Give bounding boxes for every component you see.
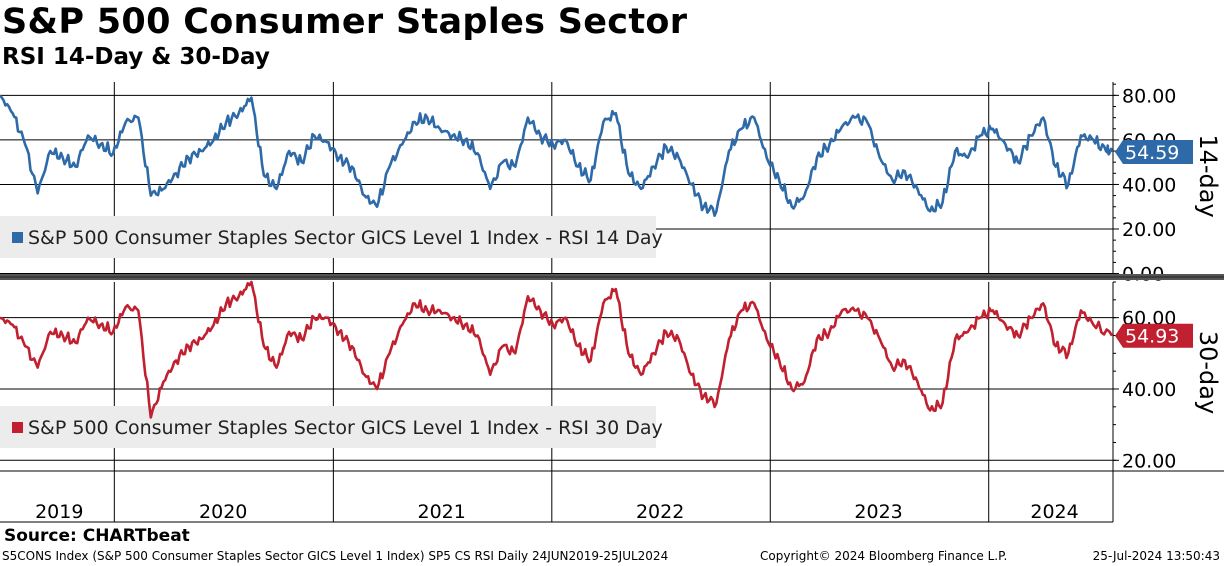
y-tick-label: 80.00 xyxy=(1122,85,1176,107)
legend: S&P 500 Consumer Staples Sector GICS Lev… xyxy=(0,406,663,448)
footer-index-info: S5CONS Index (S&P 500 Consumer Staples S… xyxy=(2,549,669,563)
x-year-label: 2021 xyxy=(418,501,466,523)
last-value-label: 54.93 xyxy=(1125,326,1179,348)
legend-label: S&P 500 Consumer Staples Sector GICS Lev… xyxy=(28,227,663,249)
footer-copyright: Copyright© 2024 Bloomberg Finance L.P. xyxy=(760,549,1008,563)
legend-box xyxy=(0,216,656,258)
last-value-tag: 54.93 xyxy=(1115,323,1193,348)
footer-timestamp: 25-Jul-2024 13:50:43 xyxy=(1092,549,1220,563)
y-tick-label: 40.00 xyxy=(1122,174,1176,196)
panel-label: 14-day xyxy=(1194,134,1222,217)
legend-label: S&P 500 Consumer Staples Sector GICS Lev… xyxy=(28,417,663,439)
panel-label: 30-day xyxy=(1194,331,1222,414)
x-year-label: 2020 xyxy=(199,501,247,523)
y-tick-label: 40.00 xyxy=(1122,379,1176,401)
legend-swatch xyxy=(12,232,23,243)
series-line-14-day xyxy=(0,94,1114,217)
x-year-label: 2023 xyxy=(854,501,902,523)
y-tick-label: 20.00 xyxy=(1122,219,1176,241)
y-tick-label: 20.00 xyxy=(1122,450,1176,472)
series-line-30-day xyxy=(0,280,1114,419)
x-year-label: 2022 xyxy=(636,501,684,523)
x-year-label: 2019 xyxy=(35,501,83,523)
x-year-label: 2024 xyxy=(1030,501,1078,523)
legend: S&P 500 Consumer Staples Sector GICS Lev… xyxy=(0,216,663,258)
source-note: Source: CHARTbeat xyxy=(4,526,190,546)
chart-subtitle: RSI 14-Day & 30-Day xyxy=(2,44,270,70)
chart-title: S&P 500 Consumer Staples Sector xyxy=(2,2,688,42)
last-value-box xyxy=(1115,139,1193,164)
legend-swatch xyxy=(12,422,23,433)
last-value-label: 54.59 xyxy=(1125,142,1179,164)
last-value-tag: 54.59 xyxy=(1115,139,1193,164)
legend-box xyxy=(0,406,656,448)
last-value-box xyxy=(1115,323,1193,348)
